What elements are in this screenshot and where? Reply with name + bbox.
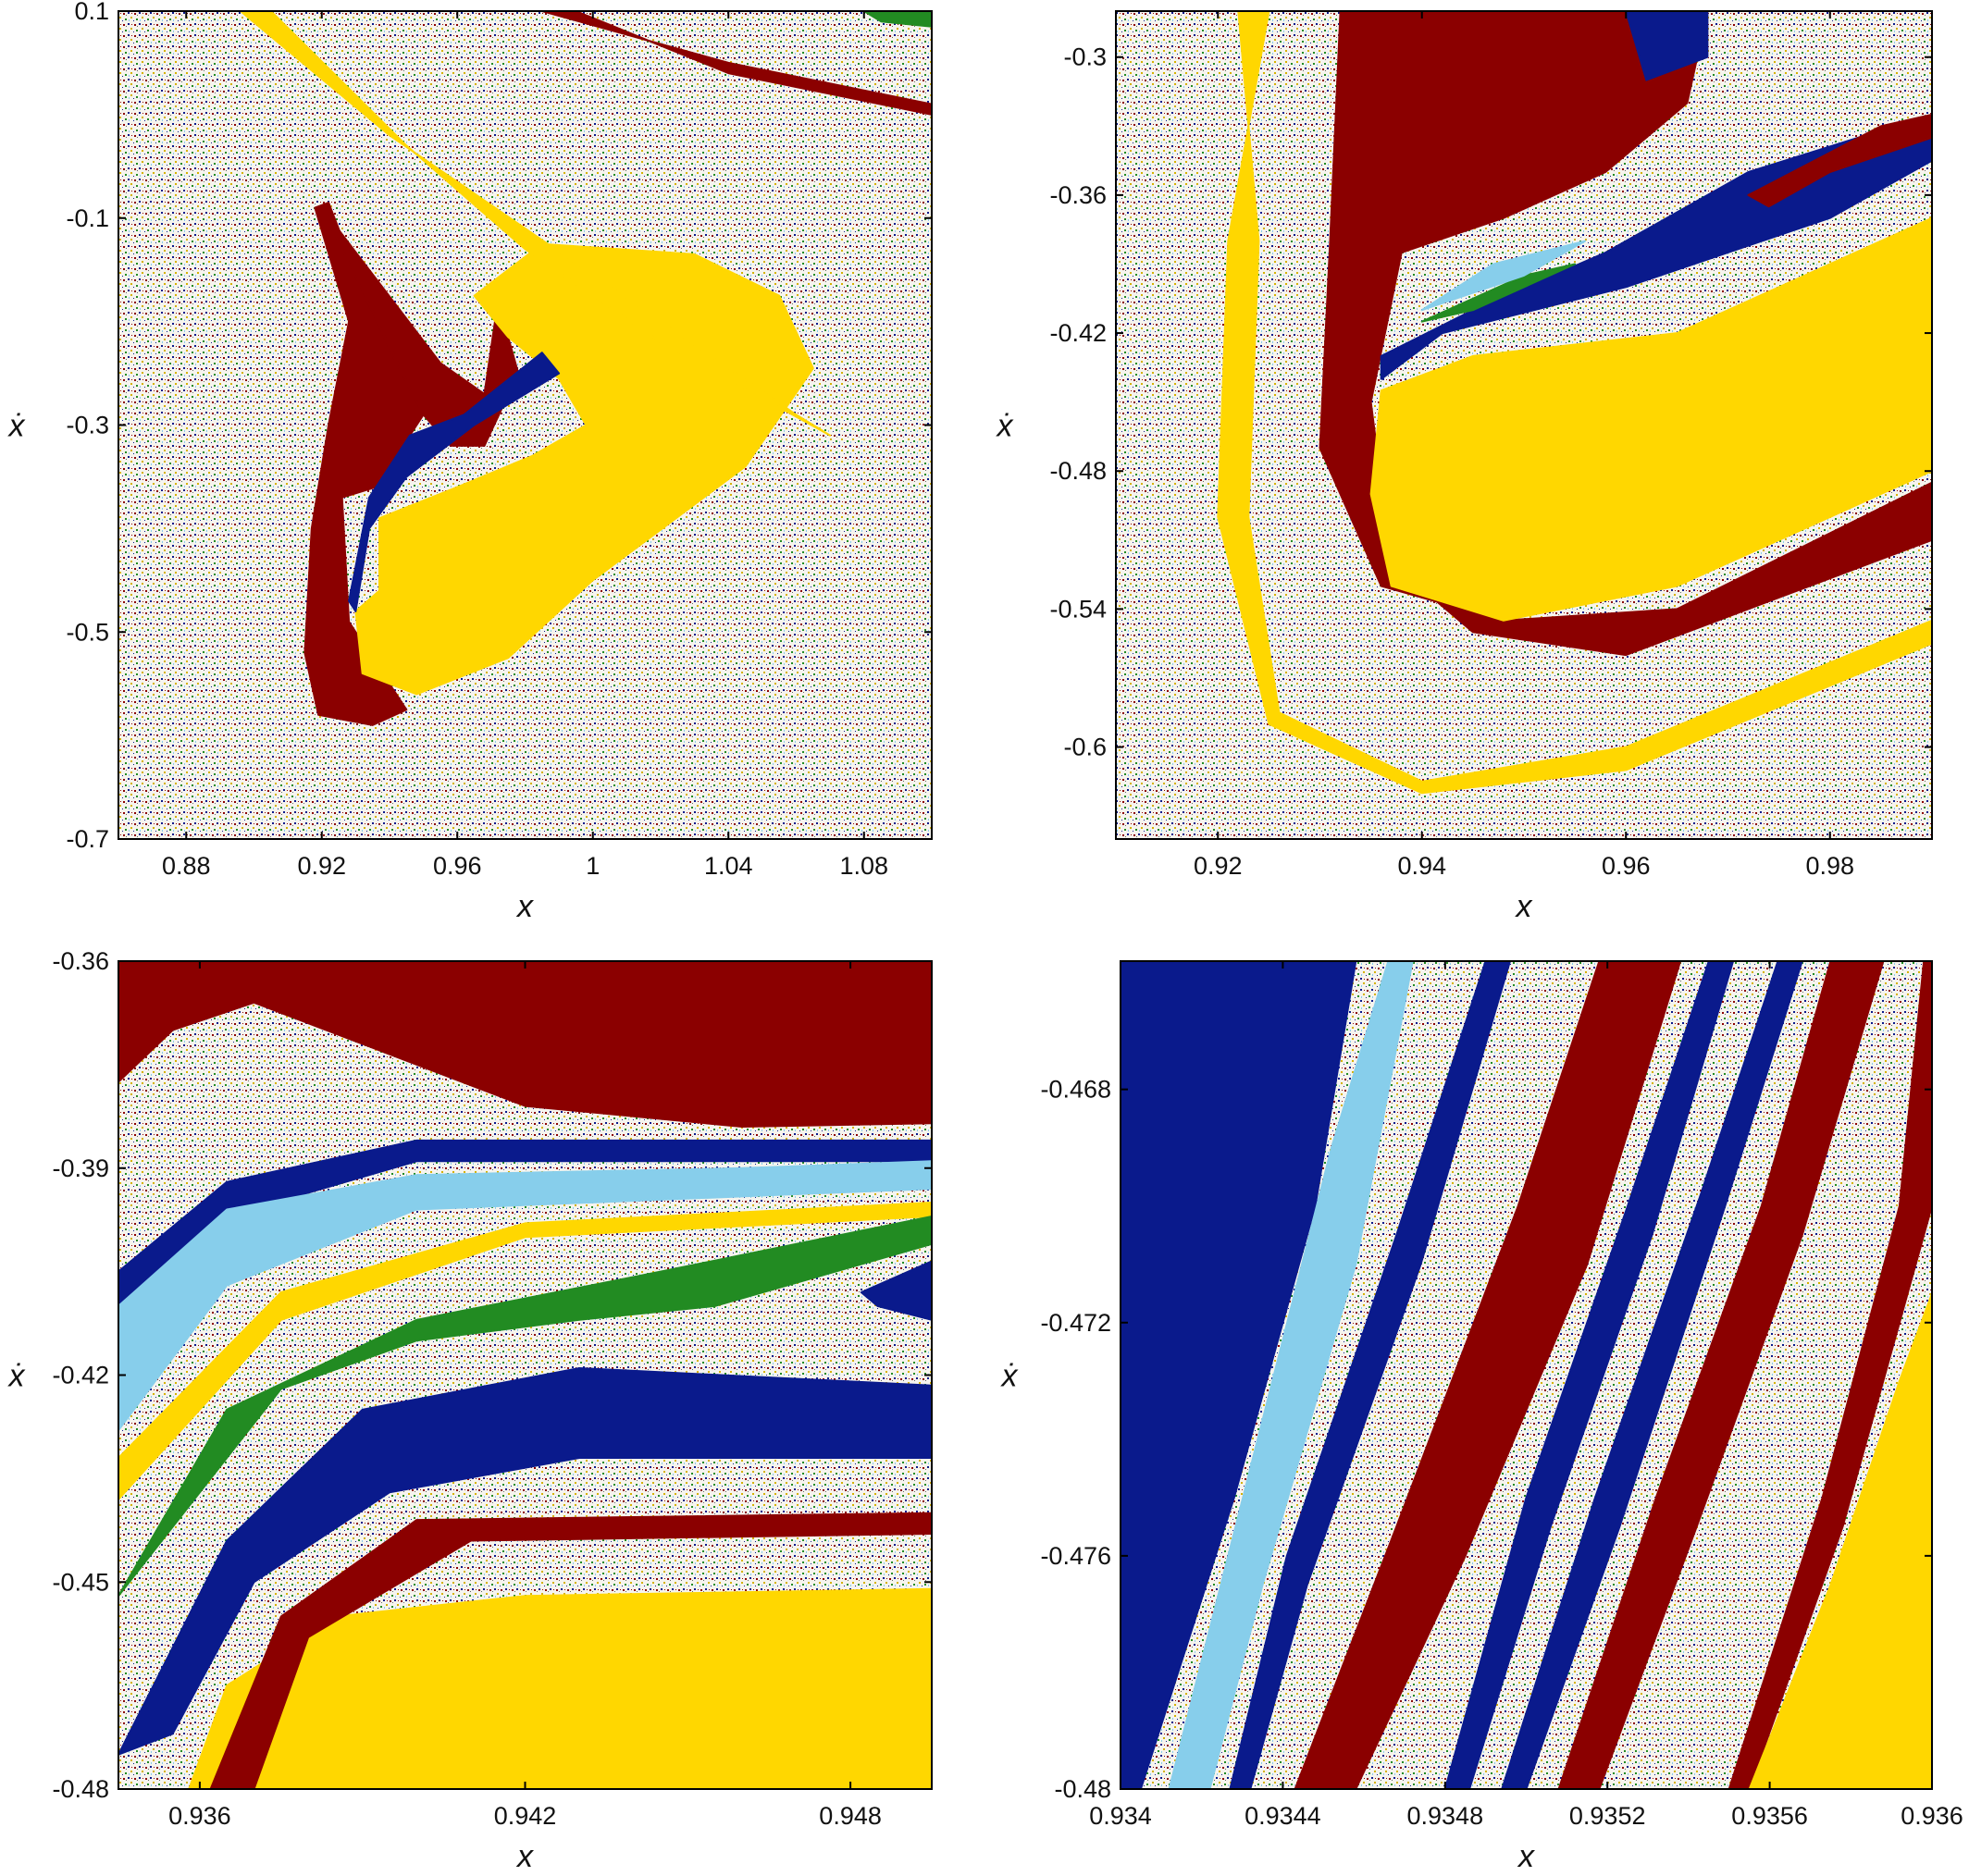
x-tick-label: 0.934: [1089, 1802, 1152, 1830]
x-axis-label: x: [1515, 889, 1533, 924]
y-tick-label: -0.54: [1049, 595, 1107, 623]
basin-region-yellow-5: [1217, 11, 1932, 795]
y-tick-label: -0.36: [1049, 181, 1107, 209]
x-tick-label: 0.94: [1397, 852, 1446, 880]
basin-region-green-7: [1420, 263, 1577, 323]
y-axis-label: ẋ: [7, 409, 26, 444]
y-tick-label: -0.39: [52, 1154, 109, 1182]
y-tick-label: -0.3: [66, 412, 109, 439]
plot-area: [1121, 961, 1932, 1789]
basin-region-red-5: [1728, 961, 1932, 1789]
basin-region-yellow-2: [1369, 216, 1932, 622]
x-tick-label: 0.936: [168, 1802, 231, 1830]
x-tick-label: 0.96: [1602, 852, 1651, 880]
y-tick-label: -0.45: [52, 1568, 109, 1596]
basin-region-red-6: [540, 11, 932, 116]
plot-area: [1116, 11, 1932, 839]
basin-region-green-6: [118, 1216, 932, 1598]
plot-area: [118, 11, 932, 839]
y-tick-label: -0.6: [1063, 734, 1107, 761]
y-tick-label: -0.3: [1063, 43, 1107, 71]
x-tick-label: 0.96: [433, 852, 482, 880]
y-tick-label: -0.48: [1049, 457, 1107, 485]
x-tick-label: 0.948: [819, 1802, 882, 1830]
basin-region-yellow-5: [118, 1202, 932, 1500]
chart-panel-3: 0.936 0.942 0.948 -0.36 -0.39 -0.42 -0.45 -0.48…: [7, 947, 933, 1874]
y-tick-label: -0.1: [66, 204, 109, 232]
chart-panel-1: 0.88 0.92 0.96 1 1.04 1.08 0.1 -0.1 -0.3 -0.5 -0.7…: [7, 0, 933, 924]
y-tick-label: -0.48: [1054, 1775, 1111, 1803]
y-tick-label: -0.36: [52, 947, 109, 975]
basin-region-red-3: [1294, 961, 1682, 1789]
x-tick-label: 1.08: [839, 852, 888, 880]
y-tick-label: 0.1: [74, 0, 109, 25]
basin-noise-background: [118, 11, 932, 839]
x-axis-label: x: [515, 889, 534, 924]
basin-region-blue-7: [118, 1367, 932, 1756]
y-axis-label: ẋ: [1000, 1359, 1019, 1394]
x-tick-label: 1.04: [704, 852, 753, 880]
y-tick-label: -0.468: [1040, 1076, 1111, 1104]
x-tick-label: 0.9344: [1245, 1802, 1321, 1830]
basin-region-red-1: [1319, 11, 1932, 657]
basin-region-green-7: [862, 11, 932, 28]
basin-region-blue-9: [860, 1260, 932, 1321]
basin-region-blue-4: [348, 352, 561, 612]
x-tick-label: 0.98: [1805, 852, 1854, 880]
basin-region-lightblue-2: [1168, 961, 1414, 1789]
x-tick-label: 0.92: [297, 852, 346, 880]
basin-region-blue-7: [1229, 961, 1511, 1789]
x-axis-label: x: [1517, 1839, 1535, 1874]
x-tick-label: 0.92: [1194, 852, 1243, 880]
y-axis-label: ẋ: [7, 1359, 26, 1394]
basin-region-lightblue-4: [118, 1160, 932, 1432]
x-tick-label: 0.936: [1901, 1802, 1963, 1830]
basin-region-lightblue-8: [1420, 240, 1587, 312]
basin-region-yellow-5: [239, 11, 832, 437]
y-tick-label: -0.7: [66, 825, 109, 853]
basin-region-red-4: [1557, 961, 1885, 1789]
chart-panel-2: 0.92 0.94 0.96 0.98 -0.3 -0.36 -0.42 -0.48 -0.54…: [996, 10, 1933, 924]
y-tick-label: -0.42: [52, 1362, 109, 1389]
x-tick-label: 0.88: [162, 852, 211, 880]
basin-region-red-8: [209, 1512, 932, 1789]
basin-region-red-1: [118, 961, 932, 1128]
y-tick-label: -0.476: [1040, 1542, 1111, 1570]
plot-area: [118, 961, 932, 1789]
x-tick-label: 0.9352: [1569, 1802, 1646, 1830]
chart-panel-4: 0.934 0.9344 0.9348 0.9352 0.9356 0.936 -0.468…: [1000, 960, 1963, 1874]
plot-frame: [1120, 960, 1933, 1790]
y-tick-label: -0.472: [1040, 1309, 1111, 1337]
x-tick-label: 0.942: [494, 1802, 557, 1830]
x-tick-label: 0.9348: [1407, 1802, 1484, 1830]
plot-frame: [1115, 10, 1933, 840]
y-axis-label: ẋ: [996, 409, 1014, 444]
basin-region-blue-9: [1501, 961, 1803, 1789]
basin-region-blue-4: [1625, 11, 1709, 81]
basin-region-red-6: [1747, 113, 1932, 208]
basin-region-yellow-6: [1748, 1292, 1932, 1789]
basin-region-blue-8: [1443, 961, 1735, 1789]
x-tick-label: 1: [586, 852, 600, 880]
x-tick-label: 0.9356: [1731, 1802, 1808, 1830]
basin-region-blue-1: [1121, 961, 1357, 1789]
basin-region-yellow-2: [118, 1587, 932, 1789]
y-tick-label: -0.5: [66, 618, 109, 646]
y-tick-label: -0.42: [1049, 319, 1107, 347]
x-axis-label: x: [515, 1839, 534, 1874]
y-tick-label: -0.48: [52, 1775, 109, 1803]
